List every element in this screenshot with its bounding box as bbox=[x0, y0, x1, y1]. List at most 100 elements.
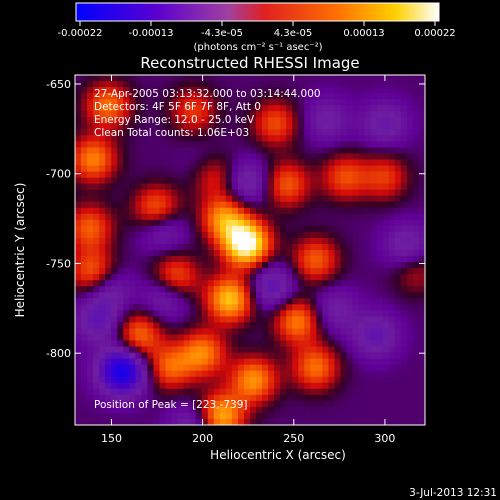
heatmap-cell bbox=[286, 340, 293, 348]
heatmap-cell bbox=[189, 316, 197, 324]
heatmap-cell bbox=[328, 412, 336, 420]
heatmap-cell bbox=[93, 183, 100, 191]
heatmap-cell bbox=[316, 322, 324, 330]
heatmap-cell bbox=[237, 250, 245, 257]
heatmap-cell bbox=[400, 364, 408, 372]
heatmap-cell bbox=[316, 111, 324, 118]
heatmap-cell bbox=[189, 358, 197, 366]
heatmap-cell bbox=[286, 165, 293, 173]
heatmap-cell bbox=[153, 147, 161, 155]
heatmap-cell bbox=[280, 358, 287, 366]
heatmap-cell bbox=[153, 183, 161, 191]
heatmap-cell bbox=[195, 189, 203, 197]
heatmap-cell bbox=[394, 298, 402, 305]
heatmap-cell bbox=[165, 105, 173, 112]
heatmap-cell bbox=[231, 310, 239, 317]
heatmap-cell bbox=[274, 268, 281, 275]
heatmap-cell bbox=[213, 304, 221, 311]
heatmap-cell bbox=[406, 177, 414, 185]
heatmap-cell bbox=[81, 328, 88, 336]
heatmap-cell bbox=[219, 183, 227, 191]
heatmap-cell bbox=[171, 310, 179, 317]
heatmap-cell bbox=[292, 256, 299, 263]
heatmap-cell bbox=[129, 141, 136, 149]
heatmap-cell bbox=[87, 406, 94, 414]
heatmap-cell bbox=[153, 370, 161, 378]
heatmap-cell bbox=[111, 129, 118, 136]
heatmap-cell bbox=[87, 177, 94, 185]
heatmap-cell bbox=[207, 231, 215, 239]
heatmap-cell bbox=[388, 322, 396, 330]
heatmap-cell bbox=[316, 99, 324, 106]
heatmap-cell bbox=[334, 195, 342, 203]
heatmap-cell bbox=[231, 87, 239, 94]
heatmap-cell bbox=[388, 370, 396, 378]
heatmap-cell bbox=[418, 147, 425, 155]
heatmap-cell bbox=[376, 165, 384, 173]
heatmap-cell bbox=[135, 111, 142, 118]
heatmap-cell bbox=[394, 280, 402, 287]
heatmap-cell bbox=[189, 189, 197, 197]
heatmap-cell bbox=[376, 382, 384, 390]
heatmap-cell bbox=[358, 117, 366, 124]
heatmap-cell bbox=[225, 376, 233, 384]
heatmap-cell bbox=[334, 352, 342, 360]
heatmap-cell bbox=[225, 364, 233, 372]
heatmap-cell bbox=[322, 87, 330, 94]
heatmap-cell bbox=[135, 418, 142, 425]
heatmap-cell bbox=[201, 406, 209, 414]
heatmap-cell bbox=[316, 262, 324, 269]
heatmap-cell bbox=[135, 394, 142, 402]
heatmap-cell bbox=[292, 231, 299, 239]
heatmap-cell bbox=[250, 231, 257, 239]
heatmap-cell bbox=[135, 177, 142, 185]
heatmap-cell bbox=[159, 129, 167, 136]
heatmap-cell bbox=[243, 99, 251, 106]
heatmap-cell bbox=[141, 225, 149, 233]
heatmap-cell bbox=[328, 129, 336, 136]
heatmap-cell bbox=[201, 352, 209, 360]
heatmap-cell bbox=[171, 135, 179, 142]
heatmap-cell bbox=[243, 340, 251, 348]
heatmap-cell bbox=[340, 418, 348, 425]
heatmap-cell bbox=[256, 159, 263, 167]
heatmap-cell bbox=[177, 81, 185, 88]
heatmap-cell bbox=[280, 177, 287, 185]
heatmap-cell bbox=[250, 93, 257, 100]
heatmap-cell bbox=[322, 75, 330, 82]
heatmap-cell bbox=[165, 322, 173, 330]
heatmap-cell bbox=[346, 334, 354, 342]
heatmap-cell bbox=[340, 231, 348, 239]
heatmap-cell bbox=[111, 370, 118, 378]
heatmap-cell bbox=[382, 280, 390, 287]
heatmap-cell bbox=[418, 141, 425, 149]
heatmap-cell bbox=[201, 153, 209, 161]
heatmap-cell bbox=[250, 406, 257, 414]
heatmap-cell bbox=[117, 219, 124, 227]
heatmap-cell bbox=[400, 183, 408, 191]
heatmap-cell bbox=[189, 237, 197, 245]
heatmap-cell bbox=[111, 358, 118, 366]
heatmap-cell bbox=[153, 165, 161, 173]
heatmap-cell bbox=[280, 364, 287, 372]
heatmap-cell bbox=[400, 376, 408, 384]
heatmap-cell bbox=[304, 364, 311, 372]
heatmap-cell bbox=[364, 364, 372, 372]
heatmap-cell bbox=[382, 340, 390, 348]
heatmap-cell bbox=[75, 292, 82, 299]
heatmap-cell bbox=[123, 75, 130, 82]
heatmap-cell bbox=[382, 256, 390, 263]
heatmap-cell bbox=[376, 177, 384, 185]
heatmap-cell bbox=[153, 243, 161, 251]
heatmap-cell bbox=[165, 274, 173, 281]
heatmap-cell bbox=[340, 400, 348, 408]
heatmap-cell bbox=[406, 105, 414, 112]
heatmap-cell bbox=[256, 147, 263, 155]
heatmap-cell bbox=[376, 213, 384, 221]
heatmap-cell bbox=[406, 292, 414, 299]
heatmap-cell bbox=[304, 171, 311, 179]
heatmap-cell bbox=[352, 388, 360, 396]
heatmap-cell bbox=[123, 93, 130, 100]
heatmap-cell bbox=[189, 370, 197, 378]
heatmap-cell bbox=[394, 328, 402, 336]
